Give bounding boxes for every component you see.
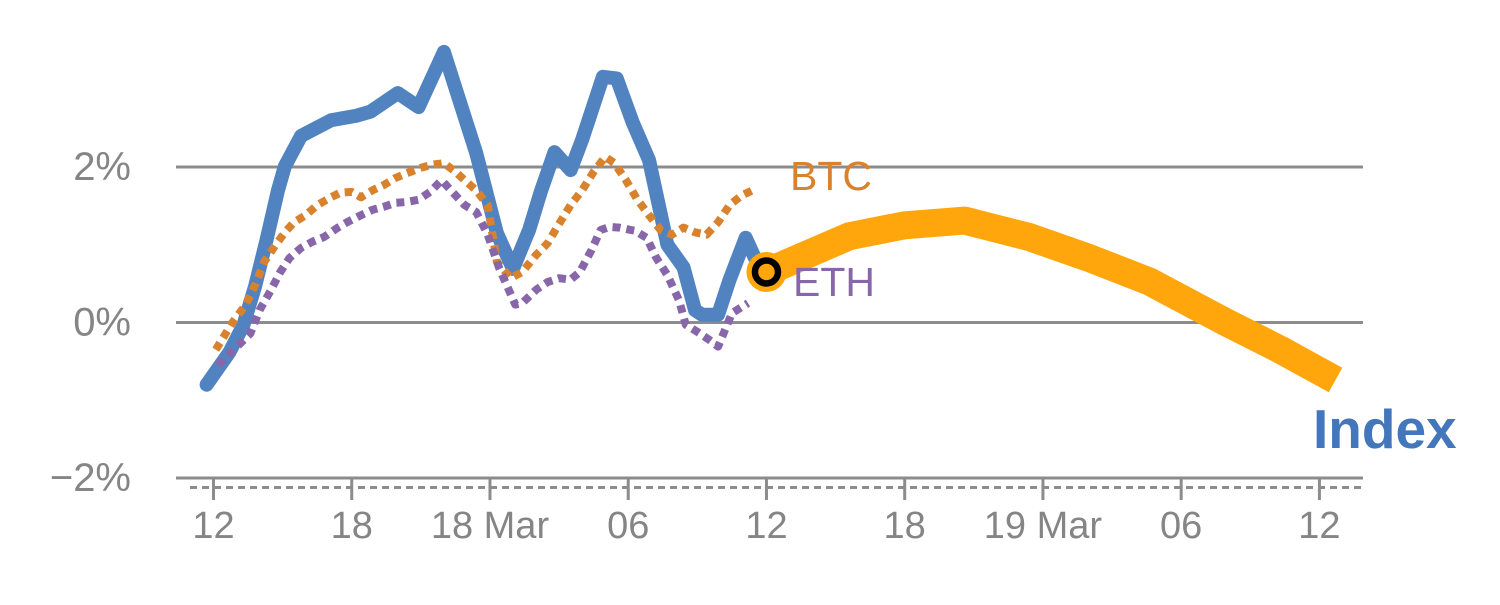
x-tick-label: 12 bbox=[192, 505, 234, 547]
x-tick-label: 18 bbox=[884, 505, 926, 547]
index-forecast-line bbox=[760, 206, 1343, 393]
x-tick-label: 18 Mar bbox=[431, 505, 550, 547]
x-axis: 12 18 18 Mar 06 12 18 19 Mar 06 12 bbox=[190, 479, 1363, 547]
btc-line bbox=[212, 152, 755, 352]
btc-series-label: BTC bbox=[790, 153, 872, 199]
y-axis: 2% 0% −2% bbox=[50, 145, 131, 500]
eth-line bbox=[215, 176, 751, 369]
x-tick-label: 06 bbox=[607, 505, 649, 547]
x-tick-label: 06 bbox=[1160, 505, 1202, 547]
gridlines bbox=[176, 165, 1363, 480]
series-annotations: BTC ETH Index bbox=[790, 153, 1457, 460]
x-tick-label: 18 bbox=[331, 505, 373, 547]
index-line bbox=[199, 44, 769, 392]
x-tick-label: 12 bbox=[745, 505, 787, 547]
now-marker-layer bbox=[746, 251, 787, 292]
now-marker-ring bbox=[751, 257, 782, 287]
y-tick-label: 0% bbox=[73, 301, 131, 345]
eth-series-label: ETH bbox=[793, 259, 875, 305]
series-layer bbox=[199, 44, 1343, 393]
y-tick-label: 2% bbox=[73, 145, 131, 189]
index-series-label: Index bbox=[1313, 398, 1457, 460]
x-tick-label: 12 bbox=[1298, 505, 1340, 547]
y-tick-label: −2% bbox=[50, 456, 131, 500]
x-tick-label: 19 Mar bbox=[984, 505, 1103, 547]
